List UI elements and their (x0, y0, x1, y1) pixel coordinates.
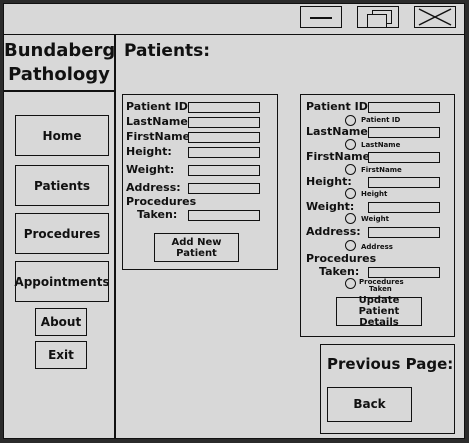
upd-height-radio[interactable] (345, 188, 356, 199)
update-patient-panel: Patient ID: Patient ID LastName: LastNam… (300, 94, 455, 337)
add-label-patient-id: Patient ID: (126, 100, 193, 113)
nav-home-button[interactable]: Home (15, 115, 109, 156)
sidebar: Bundaberg Pathology Home Patients Proced… (4, 34, 116, 439)
add-height-input[interactable] (188, 147, 260, 158)
update-button-line-1: Update Patient (358, 295, 400, 317)
minimize-icon (310, 17, 332, 19)
back-button[interactable]: Back (327, 387, 412, 422)
upd-patient-id-input[interactable] (368, 102, 440, 113)
previous-page-title: Previous Page: (327, 355, 454, 373)
upd-label-lastname: LastName: (306, 125, 373, 138)
upd-radio-label-firstname: FirstName (361, 166, 402, 174)
add-label-procedures: Procedures (126, 195, 197, 208)
upd-lastname-radio[interactable] (345, 139, 356, 150)
close-icon (418, 8, 452, 26)
upd-label-patient-id: Patient ID: (306, 100, 373, 113)
add-label-height: Height: (126, 145, 172, 158)
nav-appointments-button[interactable]: Appointments (14, 261, 110, 302)
upd-radio-label-weight: Weight (361, 215, 389, 223)
upd-radio-label-address: Address (361, 243, 393, 251)
close-button[interactable] (414, 6, 456, 28)
add-label-taken: Taken: (137, 208, 178, 221)
restore-icon (367, 14, 387, 28)
add-patient-panel: Patient ID: LastName: FirstName: Height:… (122, 94, 278, 270)
upd-weight-input[interactable] (368, 202, 440, 213)
app-window: Bundaberg Pathology Home Patients Proced… (3, 3, 465, 439)
upd-label-weight: Weight: (306, 200, 355, 213)
add-procedures-input[interactable] (188, 210, 260, 221)
upd-procedures-radio[interactable] (345, 278, 356, 289)
add-weight-input[interactable] (188, 165, 260, 176)
upd-label-height: Height: (306, 175, 352, 188)
upd-label-address: Address: (306, 225, 361, 238)
title-bar (4, 4, 464, 35)
nav-procedures-button[interactable]: Procedures (15, 213, 109, 254)
add-label-firstname: FirstName: (126, 130, 195, 143)
upd-firstname-input[interactable] (368, 152, 440, 163)
update-patient-details-button[interactable]: Update Patient Details (336, 295, 422, 328)
update-button-line-2: Details (359, 317, 399, 328)
add-lastname-input[interactable] (188, 117, 260, 128)
brand-line-1: Bundaberg (4, 40, 116, 61)
previous-page-panel: Previous Page: Back (320, 344, 455, 434)
upd-lastname-input[interactable] (368, 127, 440, 138)
upd-radio-label-procedures: Procedures (359, 278, 404, 286)
brand-line-2: Pathology (8, 64, 110, 85)
upd-label-firstname: FirstName: (306, 150, 375, 163)
nav-patients-button[interactable]: Patients (15, 165, 109, 206)
brand-title: Bundaberg Pathology (4, 34, 116, 92)
upd-firstname-radio[interactable] (345, 164, 356, 175)
add-address-input[interactable] (188, 183, 260, 194)
upd-patient-id-radio[interactable] (345, 115, 356, 126)
add-label-lastname: LastName: (126, 115, 193, 128)
about-button[interactable]: About (35, 308, 87, 336)
add-label-address: Address: (126, 181, 181, 194)
add-patient-id-input[interactable] (188, 102, 260, 113)
page-title: Patients: (124, 41, 211, 61)
upd-radio-label-taken: Taken (369, 285, 392, 293)
upd-radio-label-patient-id: Patient ID (361, 116, 401, 124)
upd-procedures-input[interactable] (368, 267, 440, 278)
minimize-button[interactable] (300, 6, 342, 28)
upd-weight-radio[interactable] (345, 213, 356, 224)
upd-radio-label-height: Height (361, 190, 388, 198)
add-firstname-input[interactable] (188, 132, 260, 143)
upd-label-procedures: Procedures (306, 252, 377, 265)
upd-height-input[interactable] (368, 177, 440, 188)
upd-address-radio[interactable] (345, 240, 356, 251)
upd-label-taken: Taken: (319, 265, 360, 278)
exit-button[interactable]: Exit (35, 341, 87, 369)
maximize-button[interactable] (357, 6, 399, 28)
add-new-patient-button[interactable]: Add New Patient (154, 233, 239, 262)
upd-radio-label-lastname: LastName (361, 141, 401, 149)
upd-address-input[interactable] (368, 227, 440, 238)
add-label-weight: Weight: (126, 163, 175, 176)
